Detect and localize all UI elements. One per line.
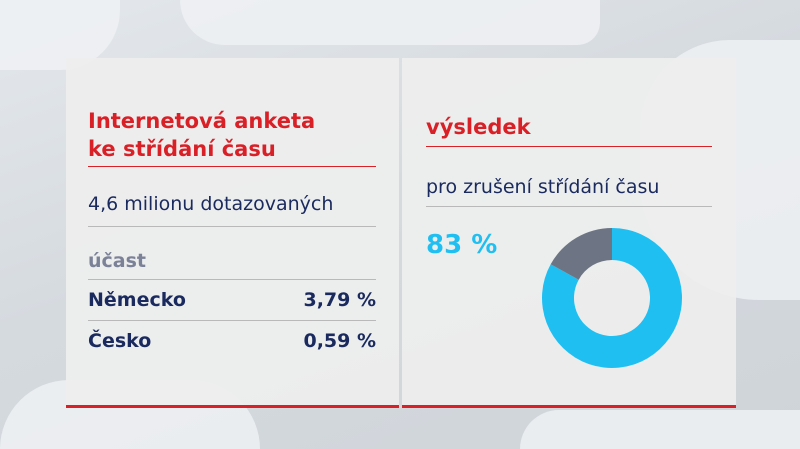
country-name: Česko: [88, 330, 152, 352]
divider: [88, 279, 376, 280]
participation-value: 0,59 %: [303, 330, 376, 352]
result-panel: výsledek pro zrušení střídání času 83 %: [402, 58, 736, 408]
result-title: výsledek: [426, 115, 531, 139]
survey-title-line1: Internetová anketa: [88, 109, 316, 133]
title-divider: [426, 146, 712, 147]
divider: [426, 206, 712, 207]
survey-info-panel: Internetová anketa ke střídání času 4,6 …: [66, 58, 399, 408]
respondents-count: 4,6 milionu dotazovaných: [88, 193, 334, 215]
participation-label: účast: [88, 250, 147, 272]
donut-slice-0: [542, 228, 682, 368]
divider: [88, 320, 376, 321]
result-subtitle: pro zrušení střídání času: [426, 176, 660, 198]
divider: [88, 226, 376, 227]
participation-value: 3,79 %: [303, 289, 376, 311]
map-background-shape: [520, 410, 800, 449]
title-divider: [88, 166, 376, 167]
country-name: Německo: [88, 289, 186, 311]
survey-title-line2: ke střídání času: [88, 137, 276, 161]
result-percentage: 83 %: [426, 230, 498, 260]
map-background-shape: [180, 0, 600, 45]
result-donut-chart: [542, 228, 682, 368]
donut-slice-1: [550, 228, 612, 280]
